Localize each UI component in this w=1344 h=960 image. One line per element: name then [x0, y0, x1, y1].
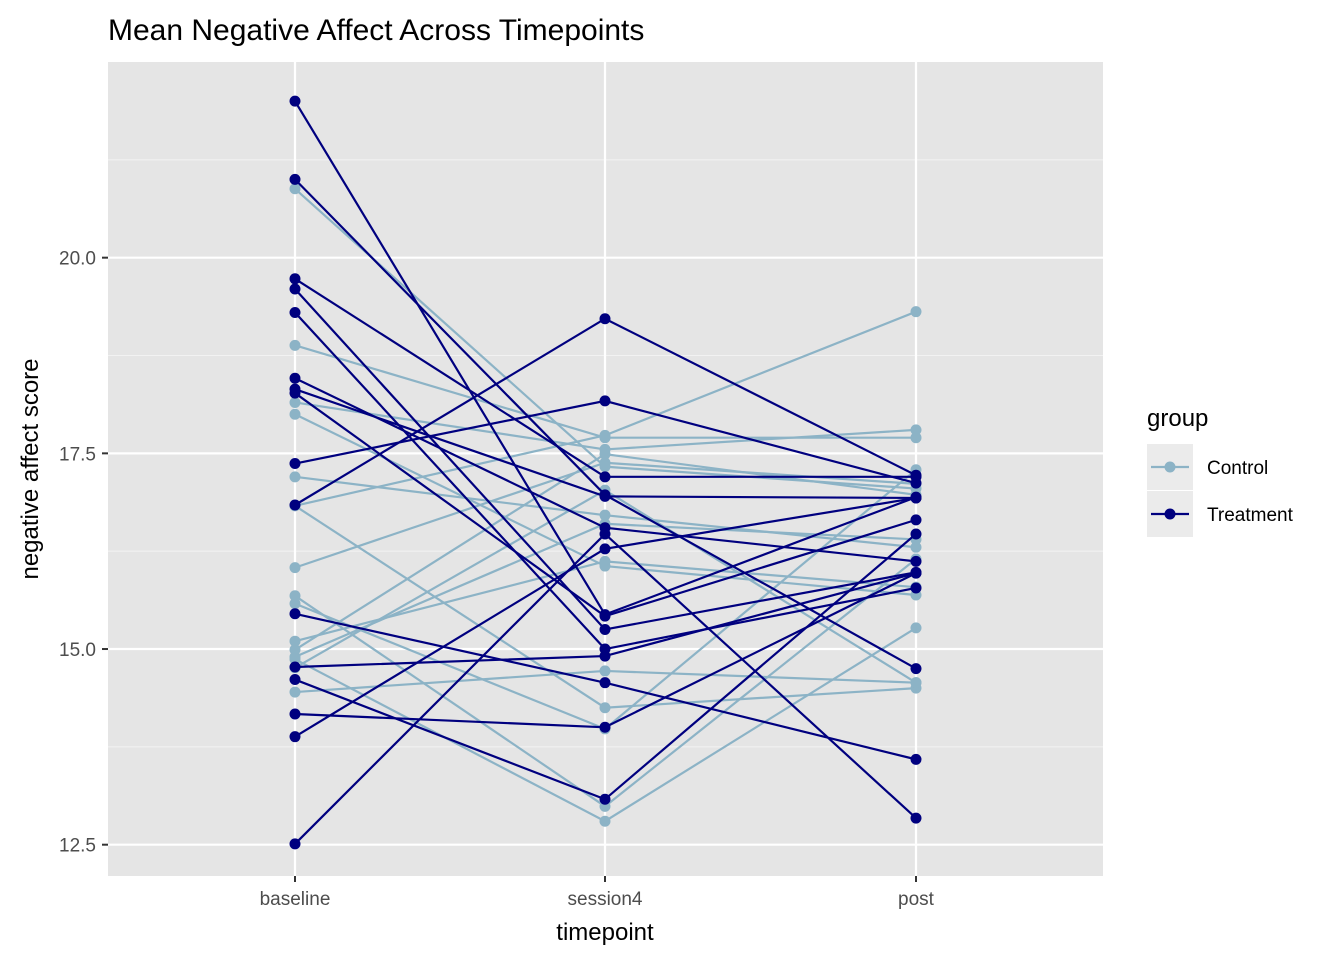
legend-label-treatment: Treatment	[1207, 505, 1294, 526]
data-point-treatment	[289, 661, 301, 673]
y-tick-label: 12.5	[59, 836, 96, 857]
data-point-treatment	[910, 567, 922, 579]
data-point-control	[910, 424, 922, 436]
data-point-control	[289, 396, 301, 408]
y-tick-label: 17.5	[59, 444, 96, 465]
data-point-treatment	[599, 650, 611, 662]
x-tick-label: baseline	[260, 889, 331, 910]
data-point-treatment	[910, 477, 922, 489]
data-point-treatment	[289, 95, 301, 107]
legend-title: group	[1147, 405, 1208, 432]
data-point-treatment	[289, 608, 301, 620]
data-point-treatment	[599, 721, 611, 733]
data-point-control	[910, 622, 922, 634]
data-point-control	[289, 339, 301, 351]
data-point-treatment	[910, 753, 922, 765]
data-point-control	[289, 651, 301, 663]
data-point-treatment	[599, 610, 611, 622]
data-point-control	[289, 562, 301, 574]
data-point-treatment	[289, 458, 301, 470]
data-point-control	[599, 555, 611, 567]
data-point-treatment	[910, 812, 922, 824]
legend: group Control Treatment	[1147, 405, 1294, 537]
data-point-treatment	[910, 492, 922, 504]
data-point-treatment	[289, 306, 301, 318]
data-point-treatment	[289, 838, 301, 850]
data-point-treatment	[599, 677, 611, 689]
data-point-treatment	[289, 708, 301, 720]
data-point-control	[599, 429, 611, 441]
data-point-treatment	[910, 663, 922, 675]
data-point-treatment	[289, 273, 301, 285]
data-point-treatment	[599, 313, 611, 325]
data-point-treatment	[910, 582, 922, 594]
data-point-control	[910, 432, 922, 444]
data-point-treatment	[599, 528, 611, 540]
data-point-control	[599, 457, 611, 469]
data-point-control	[289, 183, 301, 195]
data-point-control	[599, 702, 611, 714]
x-tick-label: session4	[568, 889, 643, 910]
data-point-treatment	[289, 499, 301, 511]
series-layer	[289, 95, 922, 850]
data-point-treatment	[910, 469, 922, 481]
y-tick-label: 20.0	[59, 249, 96, 270]
y-axis-title: negative affect score	[17, 358, 44, 579]
data-point-control	[599, 509, 611, 521]
data-point-treatment	[289, 387, 301, 399]
legend-key-point	[1164, 508, 1176, 520]
data-point-treatment	[910, 555, 922, 567]
data-point-treatment	[289, 674, 301, 686]
axis-layer: 12.5 15.0 17.5 20.0 baseline session4 post	[59, 249, 935, 910]
data-point-control	[910, 677, 922, 689]
data-point-treatment	[289, 283, 301, 295]
x-axis-title: timepoint	[556, 919, 654, 946]
data-point-treatment	[289, 731, 301, 743]
data-point-control	[289, 471, 301, 483]
data-point-treatment	[599, 490, 611, 502]
data-point-control	[599, 665, 611, 677]
data-point-treatment	[910, 514, 922, 526]
data-point-control	[289, 635, 301, 647]
data-point-control	[599, 448, 611, 460]
data-point-control	[289, 590, 301, 602]
data-point-control	[289, 686, 301, 698]
data-point-treatment	[599, 543, 611, 555]
data-point-treatment	[910, 528, 922, 540]
chart-title: Mean Negative Affect Across Timepoints	[108, 14, 644, 47]
data-point-control	[599, 815, 611, 827]
legend-key-point	[1164, 461, 1176, 473]
data-point-control	[289, 408, 301, 420]
data-point-treatment	[599, 471, 611, 483]
data-point-treatment	[289, 173, 301, 185]
data-point-treatment	[289, 372, 301, 384]
data-point-control	[910, 306, 922, 318]
data-point-control	[910, 541, 922, 553]
x-tick-label: post	[898, 889, 935, 910]
legend-label-control: Control	[1207, 458, 1268, 479]
data-point-treatment	[599, 395, 611, 407]
y-tick-label: 15.0	[59, 640, 96, 661]
data-point-control	[289, 598, 301, 610]
data-point-treatment	[599, 793, 611, 805]
data-point-treatment	[599, 623, 611, 635]
